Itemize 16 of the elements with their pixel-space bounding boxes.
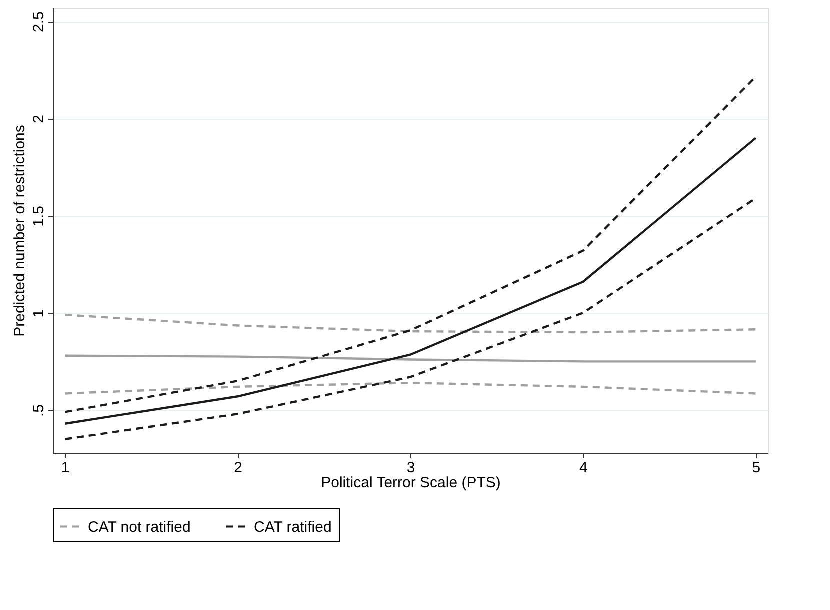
line-series (64, 314, 758, 334)
y-tick-label: 2.5 (30, 12, 48, 33)
x-tick-label: 3 (406, 460, 416, 476)
x-tick-label: 4 (580, 460, 588, 476)
y-tick-label: 1 (30, 309, 48, 318)
x-tick-label: 5 (752, 460, 761, 476)
line-series (64, 137, 758, 425)
legend-label: CAT not ratified (88, 518, 191, 536)
x-tick-label: 1 (61, 460, 70, 476)
y-axis-title: Predicted number of restrictions (12, 125, 28, 337)
x-axis-title: Political Terror Scale (PTS) (321, 474, 501, 492)
x-tick-label: 2 (234, 460, 242, 476)
legend-label: CAT ratified (254, 518, 332, 536)
y-tick-label: .5 (30, 404, 48, 418)
y-tick-label: 2 (30, 115, 48, 124)
y-tick-label: 1.5 (30, 206, 48, 227)
